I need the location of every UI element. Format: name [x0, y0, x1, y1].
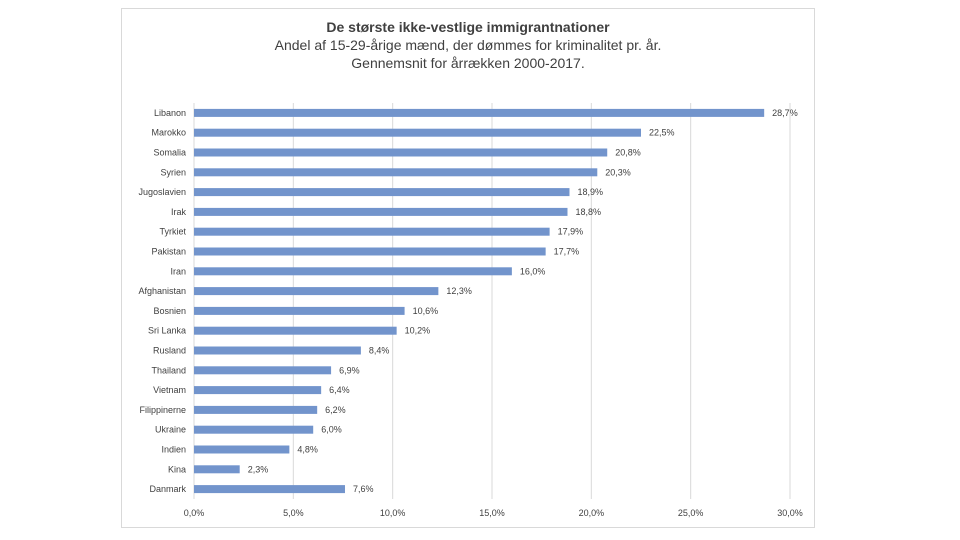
title-block: De største ikke-vestlige immigrantnation…: [122, 19, 814, 72]
data-label: 4,8%: [297, 445, 318, 455]
category-label: Thailand: [151, 365, 186, 375]
data-label: 6,2%: [325, 405, 346, 415]
bar-afghanistan: [194, 287, 439, 296]
data-label: 17,7%: [554, 247, 580, 257]
chart-frame: De største ikke-vestlige immigrantnation…: [121, 8, 815, 528]
category-label: Indien: [161, 445, 186, 455]
category-label: Afghanistan: [138, 286, 186, 296]
data-label: 18,9%: [577, 187, 603, 197]
bar-rusland: [194, 346, 361, 355]
data-label: 20,8%: [615, 148, 641, 158]
bar-libanon: [194, 108, 765, 117]
category-label: Danmark: [149, 484, 186, 494]
chart-title: De største ikke-vestlige immigrantnation…: [326, 19, 610, 35]
category-label: Bosnien: [153, 306, 186, 316]
bar-danmark: [194, 485, 345, 494]
x-tick-label: 0,0%: [184, 508, 205, 518]
x-tick-label: 20,0%: [579, 508, 605, 518]
bar-sri lanka: [194, 326, 397, 335]
bar-somalia: [194, 148, 608, 157]
category-label: Ukraine: [155, 425, 186, 435]
data-label: 10,6%: [413, 306, 439, 316]
bar-pakistan: [194, 247, 546, 256]
chart-subtitle-line-1: Andel af 15-29-årige mænd, der dømmes fo…: [274, 37, 662, 53]
category-label: Marokko: [151, 128, 186, 138]
bar-chart-plot: Libanon 28,7% Marokko 22,5% Somalia 20,8% Syri…: [138, 103, 803, 518]
category-label: Tyrkiet: [159, 227, 186, 237]
x-tick-label: 10,0%: [380, 508, 406, 518]
bar-tyrkiet: [194, 227, 550, 236]
category-label: Rusland: [153, 346, 186, 356]
data-label: 22,5%: [649, 128, 675, 138]
category-label: Jugoslavien: [138, 187, 186, 197]
category-label: Kina: [168, 464, 186, 474]
bar-vietnam: [194, 386, 322, 395]
bar-thailand: [194, 366, 332, 375]
x-tick-label: 5,0%: [283, 508, 304, 518]
data-label: 20,3%: [605, 167, 631, 177]
category-label: Somalia: [153, 148, 186, 158]
chart-subtitle-line-2: Gennemsnit for årrækken 2000-2017.: [351, 55, 585, 71]
category-label: Pakistan: [151, 247, 186, 257]
data-label: 2,3%: [248, 464, 269, 474]
category-label: Filippinerne: [139, 405, 186, 415]
bar-bosnien: [194, 306, 405, 315]
bar-jugoslavien: [194, 188, 570, 197]
data-label: 6,9%: [339, 365, 360, 375]
category-label: Irak: [171, 207, 187, 217]
data-label: 12,3%: [446, 286, 472, 296]
bar-iran: [194, 267, 512, 276]
bar-filippinerne: [194, 405, 318, 414]
bar-kina: [194, 465, 240, 474]
data-label: 7,6%: [353, 484, 374, 494]
bar-indien: [194, 445, 290, 454]
category-label: Sri Lanka: [148, 326, 186, 336]
bar-irak: [194, 207, 568, 216]
data-label: 16,0%: [520, 266, 546, 276]
x-tick-label: 15,0%: [479, 508, 505, 518]
x-tick-label: 25,0%: [678, 508, 704, 518]
data-label: 8,4%: [369, 346, 390, 356]
data-label: 6,4%: [329, 385, 350, 395]
data-label: 28,7%: [772, 108, 798, 118]
category-label: Syrien: [160, 167, 186, 177]
bar-syrien: [194, 168, 598, 177]
data-label: 17,9%: [558, 227, 584, 237]
data-label: 6,0%: [321, 425, 342, 435]
x-tick-label: 30,0%: [777, 508, 803, 518]
bar-marokko: [194, 128, 641, 137]
bar-ukraine: [194, 425, 314, 434]
category-label: Vietnam: [153, 385, 186, 395]
category-label: Libanon: [154, 108, 186, 118]
category-label: Iran: [170, 266, 186, 276]
data-label: 10,2%: [405, 326, 431, 336]
data-label: 18,8%: [575, 207, 601, 217]
